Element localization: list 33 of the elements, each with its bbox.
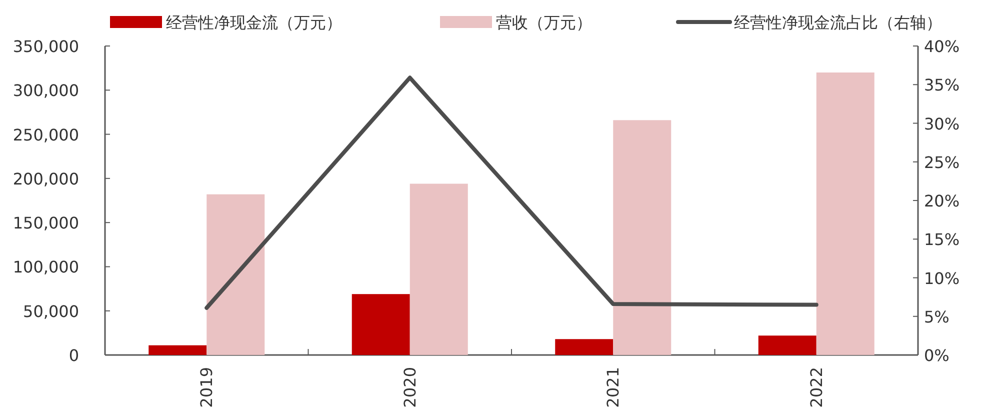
y-tick-label: 350,000: [12, 37, 79, 56]
x-tick-label: 2019: [197, 367, 216, 408]
y2-tick-label: 0%: [924, 346, 950, 365]
legend-label: 营收（万元）: [496, 13, 592, 32]
y2-tick-label: 20%: [924, 192, 960, 210]
bar: [816, 72, 874, 355]
x-tick-label: 2020: [400, 367, 420, 408]
y-tick-label: 150,000: [12, 214, 79, 233]
y-tick-label: 200,000: [12, 169, 79, 188]
bar: [758, 336, 816, 355]
y-tick-label: 100,000: [12, 258, 79, 277]
line-series: [204, 76, 818, 310]
y2-tick-label: 5%: [924, 307, 950, 326]
bar: [148, 345, 207, 355]
bar: [352, 294, 410, 355]
y2-tick-label: 30%: [924, 114, 960, 134]
y-tick-label: 50,000: [23, 302, 79, 321]
bar: [613, 120, 672, 355]
bar: [410, 184, 468, 355]
x-tick-label: 2022: [806, 367, 826, 408]
bar: [555, 339, 614, 355]
y2-tick-label: 40%: [924, 37, 960, 56]
legend-label: 经营性净现金流占比（右轴）: [734, 13, 942, 32]
y2-tick-label: 10%: [924, 268, 960, 288]
legend-label: 经营性净现金流（万元）: [166, 13, 342, 32]
y2-tick-label: 35%: [924, 76, 960, 95]
y2-tick-label: 15%: [924, 230, 960, 250]
x-tick-label: 2021: [604, 367, 623, 408]
y-tick-label: 0: [68, 346, 79, 365]
y-tick-label: 300,000: [12, 81, 79, 100]
bar: [206, 194, 265, 355]
y-tick-label: 250,000: [12, 125, 79, 144]
y2-tick-label: 25%: [924, 152, 960, 172]
